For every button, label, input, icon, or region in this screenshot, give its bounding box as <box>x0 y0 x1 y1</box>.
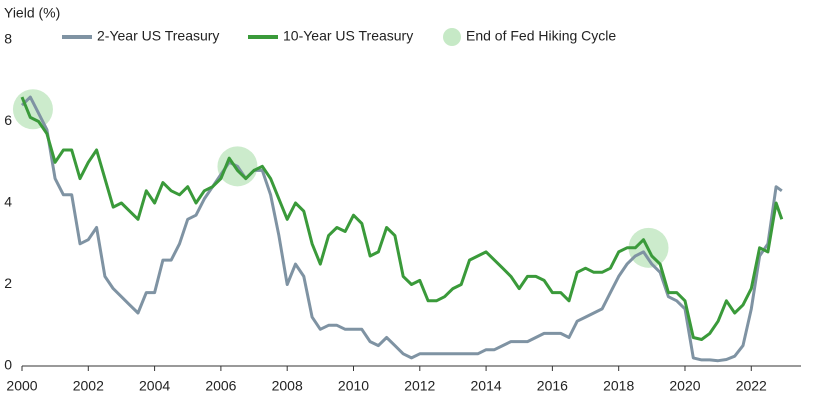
x-tick-label: 2004 <box>139 378 170 394</box>
x-tick-label: 2002 <box>73 378 104 394</box>
series-line <box>20 96 784 341</box>
x-tick-label: 2008 <box>272 378 303 394</box>
x-tick-label: 2016 <box>537 378 568 394</box>
y-axis-label: Yield (%) <box>4 5 60 21</box>
y-tick-label: 6 <box>4 112 12 128</box>
x-tick-label: 2012 <box>404 378 435 394</box>
y-tick-label: 2 <box>4 275 12 291</box>
x-tick-label: 2022 <box>736 378 767 394</box>
series-line <box>20 95 783 363</box>
y-tick-label: 8 <box>4 31 12 47</box>
legend-label: 10-Year US Treasury <box>283 28 413 44</box>
x-tick-label: 2020 <box>669 378 700 394</box>
x-tick-label: 2018 <box>603 378 634 394</box>
highlight-marker <box>12 89 53 130</box>
legend-label: 2-Year US Treasury <box>97 28 219 44</box>
x-tick-label: 2014 <box>471 378 502 394</box>
x-tick-label: 2006 <box>205 378 236 394</box>
legend-swatch <box>443 28 461 46</box>
y-tick-label: 0 <box>4 357 12 373</box>
x-tick-label: 2010 <box>338 378 369 394</box>
x-tick-label: 2000 <box>6 378 37 394</box>
legend-label: End of Fed Hiking Cycle <box>466 28 616 44</box>
y-tick-label: 4 <box>4 194 12 210</box>
